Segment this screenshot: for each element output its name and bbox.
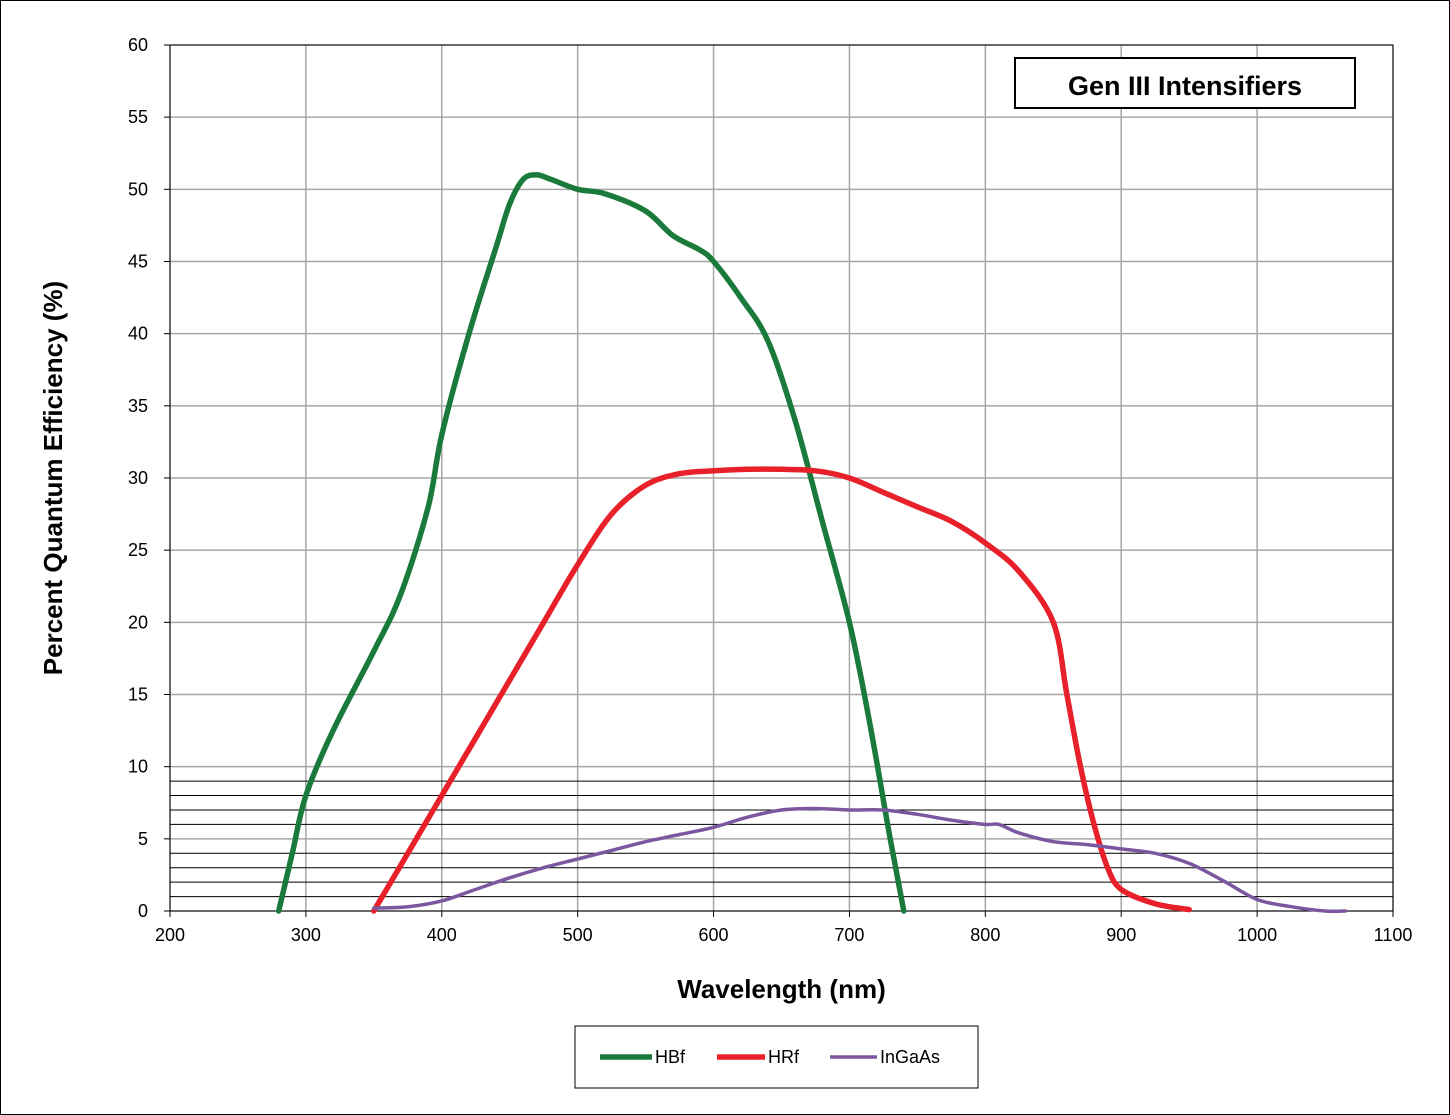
y-tick-label: 60 — [128, 35, 148, 55]
x-tick-label: 300 — [291, 925, 321, 945]
x-tick-label: 800 — [970, 925, 1000, 945]
y-tick-label: 20 — [128, 612, 148, 632]
x-tick-label: 1000 — [1237, 925, 1277, 945]
y-tick-label: 5 — [138, 829, 148, 849]
y-tick-label: 45 — [128, 252, 148, 272]
annotation-box: Gen III Intensifiers — [1014, 57, 1356, 109]
legend-items: HBf HRf InGaAs — [600, 1047, 940, 1067]
x-tick-labels: 200 300 400 500 600 700 800 900 1000 1100 — [155, 911, 1412, 945]
x-tick-label: 600 — [699, 925, 729, 945]
series-line-ingaas — [372, 806, 1348, 914]
y-tick-labels: 0 5 10 15 20 25 30 35 40 45 50 55 60 — [128, 35, 170, 921]
y-tick-label: 15 — [128, 685, 148, 705]
legend-label-hrf: HRf — [768, 1047, 800, 1067]
series-layer — [275, 172, 1348, 914]
minor-grid-lines — [170, 780, 1393, 898]
y-axis-title: Percent Quantum Efficiency (%) — [38, 281, 68, 675]
x-tick-label: 1100 — [1374, 925, 1413, 945]
x-tick-label: 900 — [1106, 925, 1136, 945]
x-tick-label: 700 — [834, 925, 864, 945]
annotation-text: Gen III Intensifiers — [1068, 71, 1302, 101]
series-line-hrf — [371, 466, 1192, 914]
x-axis-title: Wavelength (nm) — [677, 974, 885, 1004]
y-tick-label: 0 — [138, 901, 148, 921]
x-tick-label: 200 — [155, 925, 185, 945]
x-tick-label: 400 — [427, 925, 457, 945]
y-tick-label: 55 — [128, 107, 148, 127]
legend: HBf HRf InGaAs — [574, 1025, 979, 1089]
y-tick-label: 35 — [128, 396, 148, 416]
y-tick-label: 25 — [128, 540, 148, 560]
y-tick-label: 50 — [128, 179, 148, 199]
legend-box — [574, 1025, 979, 1089]
series-line-hbf — [275, 172, 907, 914]
y-tick-label: 10 — [128, 757, 148, 777]
legend-label-hbf: HBf — [655, 1047, 686, 1067]
x-tick-label: 500 — [563, 925, 593, 945]
y-tick-label: 30 — [128, 468, 148, 488]
legend-label-ingaas: InGaAs — [880, 1047, 940, 1067]
annotation-box-border — [1014, 57, 1356, 109]
y-tick-label: 40 — [128, 324, 148, 344]
